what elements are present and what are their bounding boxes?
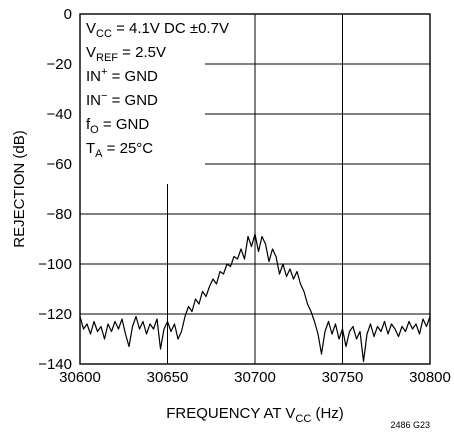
plot-frame <box>79 13 431 365</box>
condition-line: TA = 25°C <box>86 140 153 160</box>
y-tick-label: −100 <box>38 256 72 273</box>
figure-id: 2486 G23 <box>390 420 430 430</box>
y-tick-label: −120 <box>38 306 72 323</box>
y-tick-label: −60 <box>47 156 72 173</box>
y-tick-label: 0 <box>64 6 72 23</box>
x-tick-label: 30650 <box>147 369 189 386</box>
x-tick-label: 30800 <box>409 369 451 386</box>
x-tick-label: 30750 <box>322 369 364 386</box>
y-tick-label: −80 <box>47 206 72 223</box>
conditions-mask <box>80 14 205 184</box>
x-tick-label: 30600 <box>59 369 101 386</box>
y-axis-label: REJECTION (dB) <box>11 130 28 248</box>
x-tick-label: 30700 <box>234 369 276 386</box>
y-tick-label: −20 <box>47 56 72 73</box>
series-layer <box>79 233 431 363</box>
condition-line: fO = GND <box>86 116 149 136</box>
y-tick-label: −140 <box>38 356 72 373</box>
condition-line: VCC = 4.1V DC ±0.7V <box>86 20 229 40</box>
series-line <box>79 233 431 363</box>
y-tick-labels: 0 −20 −40 −60 −80 −100 −120 −140 <box>38 6 72 373</box>
x-axis-label: FREQUENCY AT VCC (Hz) <box>166 405 344 425</box>
condition-line: IN− = GND <box>86 90 158 109</box>
y-tick-label: −40 <box>47 106 72 123</box>
condition-line: IN+ = GND <box>86 66 158 85</box>
x-tick-labels: 30600 30650 30700 30750 30800 <box>59 369 451 386</box>
